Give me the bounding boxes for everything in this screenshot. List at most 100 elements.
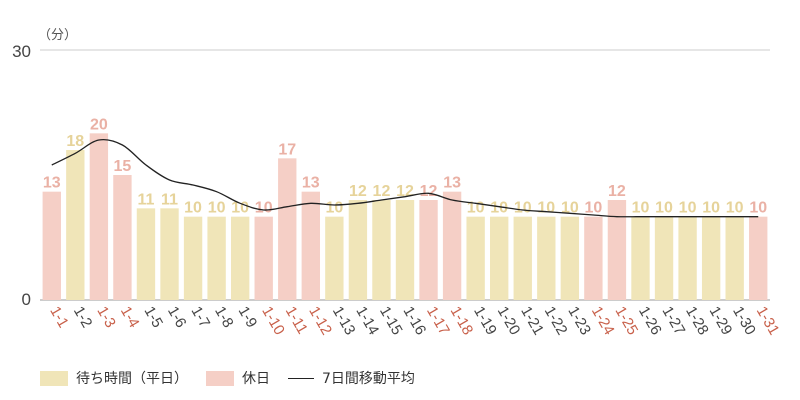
bar-1-3 [89,133,109,300]
bar-1-22 [537,216,556,300]
data-label-1-30: 10 [726,200,744,217]
bar-1-14 [348,200,368,300]
bar-1-25 [607,200,627,300]
bar-1-1 [42,191,61,300]
x-tick-1-4: 1-4 [117,304,143,331]
data-label-1-10: 10 [255,200,273,217]
data-label-1-14: 12 [349,183,367,200]
moving-average-line [51,138,759,218]
data-label-1-2: 18 [66,133,84,150]
data-label-1-6: 11 [161,191,178,208]
bar-1-24 [584,216,603,300]
bar-1-4 [113,175,132,300]
x-tick-1-8: 1-8 [211,304,237,331]
data-label-1-27: 10 [655,200,673,217]
x-tick-1-15: 1-15 [376,304,406,339]
data-label-1-12: 13 [302,175,320,192]
legend-swatch-moving-average [288,377,314,379]
x-tick-1-12: 1-12 [305,304,335,339]
x-tick-1-16: 1-16 [400,304,430,339]
x-tick-1-26: 1-26 [635,304,665,339]
x-tick-1-10: 1-10 [258,304,288,339]
y-tick-max: 30 [12,42,31,61]
bar-1-31 [749,216,768,300]
data-label-1-15: 12 [373,183,391,200]
x-tick-1-20: 1-20 [494,304,524,339]
legend-swatch-holiday [206,370,234,386]
x-tick-1-9: 1-9 [235,304,261,331]
data-label-1-1: 13 [43,175,61,192]
x-tick-1-17: 1-17 [423,304,453,339]
x-tick-1-7: 1-7 [188,304,214,331]
bar-1-8 [207,216,226,300]
bar-1-13 [325,216,344,300]
bar-1-30 [725,216,744,300]
bar-1-26 [631,216,650,300]
x-tick-1-30: 1-30 [729,304,759,339]
x-tick-1-2: 1-2 [70,304,96,331]
bar-1-12 [301,191,320,300]
bar-1-5 [136,208,156,300]
x-tick-1-1: 1-1 [46,304,72,331]
legend-item-moving-average: 7日間移動平均 [288,368,415,388]
data-label-1-21: 10 [514,200,532,217]
x-tick-1-19: 1-19 [470,304,500,339]
bar-1-15 [372,200,391,300]
bar-1-10 [254,216,273,300]
bar-1-9 [230,216,250,300]
bar-1-6 [160,208,179,300]
data-label-1-7: 10 [184,200,202,217]
data-label-1-8: 10 [208,200,226,217]
x-tick-1-13: 1-13 [329,304,359,339]
data-label-1-18: 13 [443,175,461,192]
y-tick-zero: 0 [22,290,31,309]
unit-label: （分） [38,28,77,43]
x-tick-1-14: 1-14 [352,304,382,339]
bar-1-19 [466,216,485,300]
x-tick-1-18: 1-18 [447,304,477,339]
bar-1-11 [278,158,297,300]
x-tick-1-11: 1-11 [282,304,311,338]
legend-item-weekday: 待ち時間（平日） [40,368,188,388]
data-label-1-11: 17 [278,141,296,158]
x-tick-1-5: 1-5 [141,304,167,331]
x-tick-1-3: 1-3 [93,304,119,331]
bar-1-21 [513,216,532,300]
legend-label-holiday: 休日 [242,371,270,387]
x-tick-1-21: 1-21 [517,304,547,339]
data-label-1-3: 20 [90,116,108,133]
bar-1-18 [442,191,462,300]
legend-item-holiday: 休日 [206,368,270,388]
data-label-1-31: 10 [749,200,767,217]
x-tick-1-28: 1-28 [682,304,712,339]
x-tick-1-24: 1-24 [588,304,618,339]
data-label-1-22: 10 [537,200,555,217]
chart-legend: 待ち時間（平日） 休日 7日間移動平均 [40,366,415,390]
data-label-1-13: 10 [325,200,343,217]
bar-1-7 [183,216,203,300]
data-label-1-5: 11 [138,191,155,208]
legend-swatch-weekday [40,370,68,386]
x-tick-1-29: 1-29 [706,304,736,339]
data-label-1-26: 10 [632,200,650,217]
legend-label-moving-average: 7日間移動平均 [322,371,415,387]
bar-1-2 [66,150,85,300]
x-tick-1-25: 1-25 [611,304,641,339]
data-label-1-25: 12 [608,183,626,200]
legend-label-weekday: 待ち時間（平日） [76,371,188,387]
data-label-1-4: 15 [114,158,132,175]
x-tick-1-27: 1-27 [659,304,689,339]
bar-1-27 [654,216,674,300]
data-label-1-17: 12 [420,183,438,200]
x-tick-1-23: 1-23 [564,304,594,339]
bar-1-16 [395,200,415,300]
bar-1-23 [560,216,580,300]
x-tick-1-31: 1-31 [753,304,783,339]
x-tick-1-22: 1-22 [541,304,571,339]
chart-canvas: （分） 30 0 13 18 20 15 11 11 10 10 10 10 17 13 10 12 12 1… [12,28,783,339]
bar-1-17 [419,200,438,300]
data-label-1-24: 10 [584,200,602,217]
bar-1-29 [701,216,721,300]
data-label-1-29: 10 [702,200,720,217]
